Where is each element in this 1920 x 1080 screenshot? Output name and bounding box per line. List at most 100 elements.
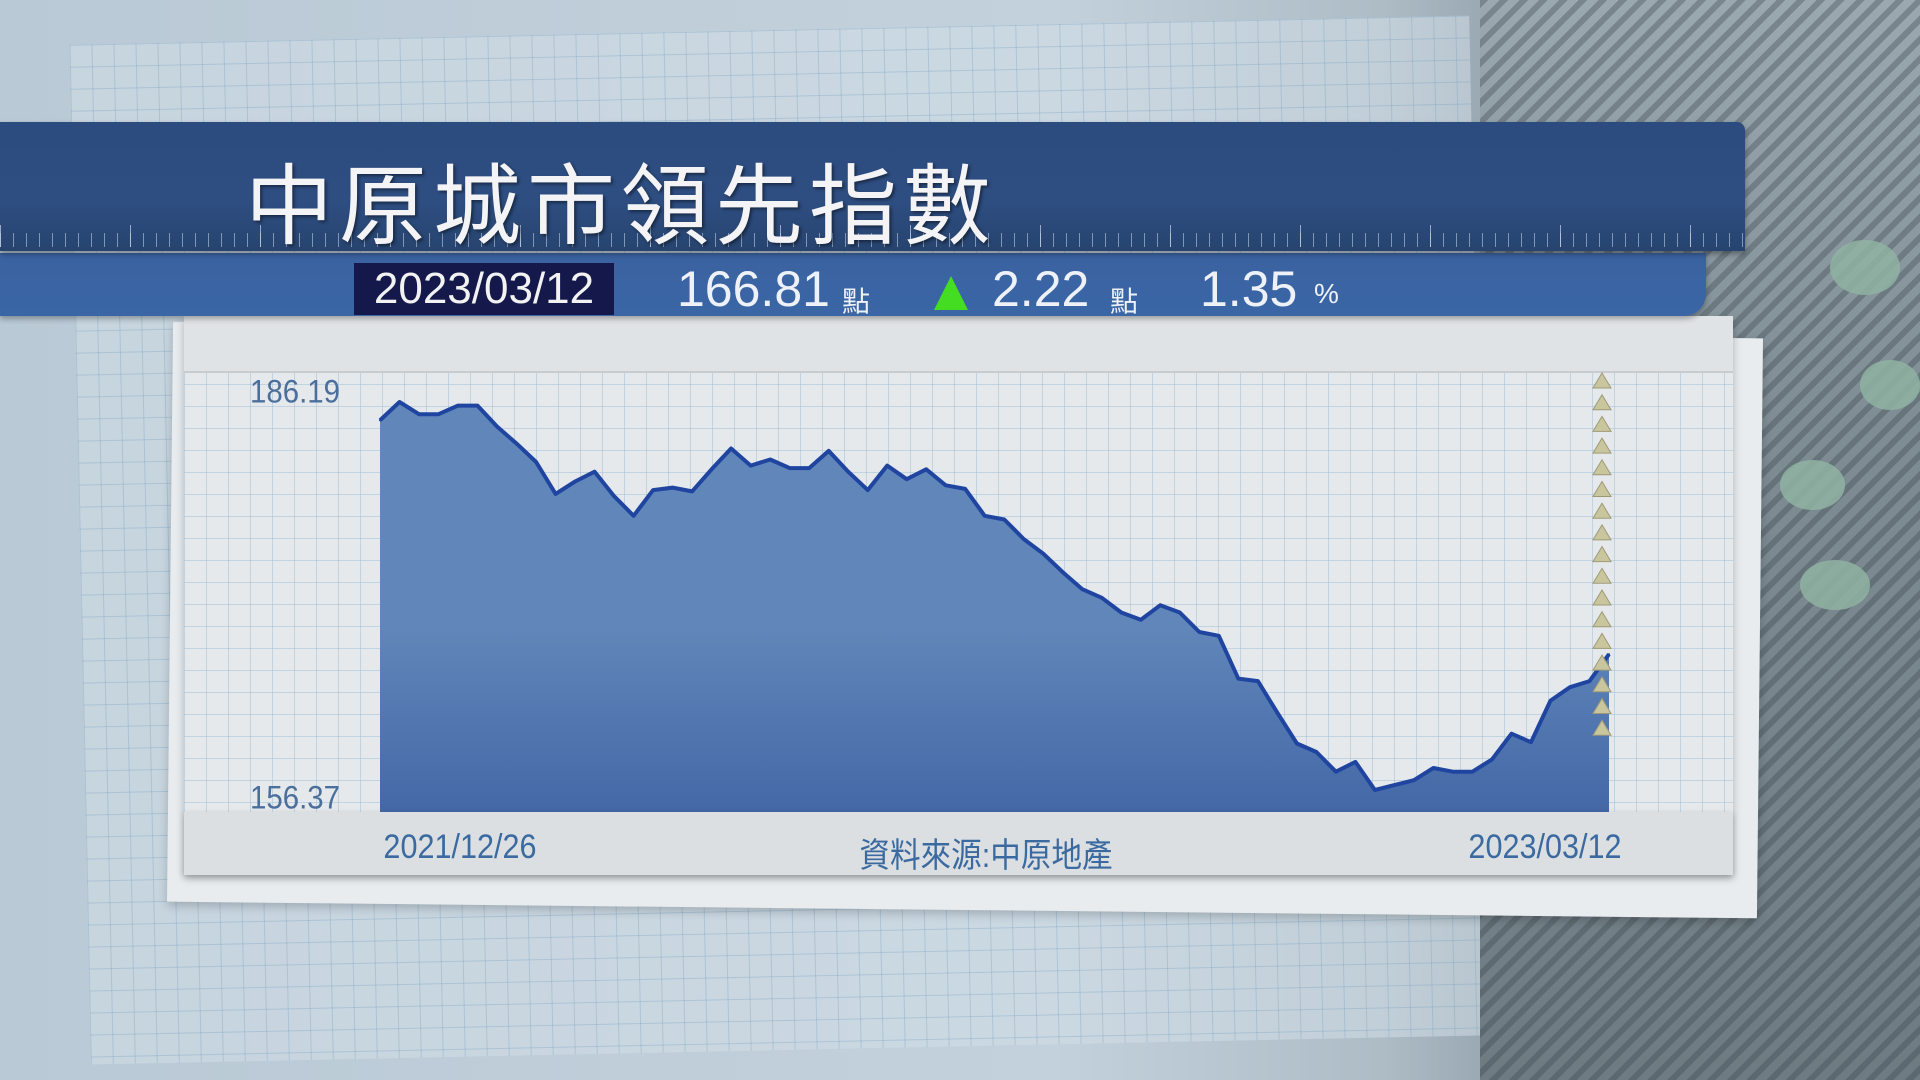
- data-point: [983, 514, 986, 517]
- data-point: [1432, 767, 1435, 770]
- data-point: [1393, 784, 1396, 787]
- data-point: [632, 514, 635, 517]
- data-point: [1217, 634, 1220, 637]
- percent-unit: %: [1314, 278, 1339, 309]
- data-point: [964, 487, 967, 490]
- data-point: [769, 458, 772, 461]
- title-bar: [0, 122, 1745, 251]
- data-point: [1061, 571, 1064, 574]
- data-point: [1100, 596, 1103, 599]
- chart-title: 中原城市領先指數: [245, 157, 998, 256]
- data-point: [1529, 741, 1532, 744]
- data-point: [1237, 677, 1240, 680]
- data-point: [457, 404, 460, 407]
- stats-bar: [0, 253, 1706, 316]
- data-point: [1471, 770, 1474, 773]
- y-axis-max-label: 186.19: [250, 373, 341, 410]
- data-point: [1120, 611, 1123, 614]
- data-point: [788, 467, 791, 470]
- data-point: [1295, 742, 1298, 745]
- marker-triangle-icon: [1592, 372, 1612, 389]
- data-point: [847, 470, 850, 473]
- data-point: [1198, 631, 1201, 634]
- data-point: [1178, 611, 1181, 614]
- data-point: [1139, 618, 1142, 621]
- data-point: [925, 468, 928, 471]
- data-point: [535, 460, 538, 463]
- data-point: [652, 489, 655, 492]
- data-point: [866, 489, 869, 492]
- change-unit: 點: [1110, 286, 1139, 317]
- marker-triangle-icon: [1592, 458, 1612, 476]
- x-axis-start-label: 2021/12/26: [383, 828, 537, 866]
- data-point: [1373, 789, 1376, 791]
- marker-triangle-icon: [1592, 567, 1612, 584]
- data-point: [1081, 588, 1084, 591]
- marker-triangle-icon: [1592, 393, 1612, 411]
- data-point: [593, 470, 596, 473]
- marker-triangle-icon: [1592, 545, 1612, 563]
- marker-triangle-icon: [1592, 589, 1612, 606]
- x-axis-end-label: 2023/03/12: [1468, 828, 1622, 866]
- data-point: [1334, 770, 1337, 773]
- marker-triangle-icon: [1592, 654, 1612, 671]
- data-point: [1159, 604, 1162, 607]
- change-percent: 1.35: [1200, 261, 1298, 317]
- data-point: [944, 484, 947, 487]
- y-axis-min-label: 156.37: [250, 779, 341, 816]
- marker-triangle-icon: [1592, 502, 1612, 519]
- data-point: [886, 464, 889, 467]
- background-tree: [1780, 460, 1845, 510]
- data-point: [1315, 751, 1318, 754]
- data-point: [496, 425, 499, 428]
- marker-triangle-icon: [1592, 719, 1612, 736]
- data-point: [1568, 686, 1571, 689]
- chart-paper-header-strip: [184, 316, 1733, 373]
- data-point: [1354, 760, 1357, 763]
- data-point: [905, 478, 908, 481]
- data-point: [1256, 680, 1259, 683]
- data-point: [554, 492, 557, 495]
- data-point: [691, 490, 694, 493]
- data-point: [671, 486, 674, 489]
- chart-footer: [184, 812, 1733, 875]
- data-point: [710, 468, 713, 471]
- marker-triangle-icon: [1592, 697, 1612, 714]
- marker-triangle-icon: [1592, 480, 1612, 497]
- data-point: [1608, 653, 1610, 656]
- ruler-major-ticks: [0, 225, 1745, 247]
- data-point: [418, 413, 421, 416]
- data-point: [1276, 711, 1279, 714]
- data-point: [1510, 732, 1513, 735]
- data-point: [1042, 552, 1045, 555]
- marker-triangle-icon: [1592, 632, 1612, 649]
- data-point: [1451, 770, 1454, 773]
- index-value: 166.81: [677, 261, 830, 317]
- data-point: [613, 495, 616, 498]
- area-fill: [380, 402, 1609, 812]
- series-line: [378, 400, 1611, 792]
- data-point: [827, 449, 830, 452]
- data-point: [730, 447, 733, 450]
- data-point: [574, 480, 577, 483]
- data-point: [749, 464, 752, 467]
- data-point: [1490, 758, 1493, 761]
- data-point: [476, 404, 479, 407]
- background-tree: [1830, 240, 1900, 295]
- data-point: [398, 401, 401, 403]
- data-point: [1412, 779, 1415, 782]
- source-label: 資料來源:中原地產: [859, 837, 1113, 875]
- up-triangle-icon: [934, 276, 968, 310]
- data-point: [379, 419, 381, 422]
- data-point: [1549, 699, 1552, 702]
- data-point: [515, 442, 518, 445]
- data-point: [1003, 518, 1006, 521]
- marker-triangle-icon: [1592, 415, 1612, 432]
- data-point: [1588, 680, 1591, 683]
- data-point: [1022, 538, 1025, 541]
- index-unit: 點: [842, 286, 871, 317]
- data-point: [437, 413, 440, 416]
- marker-triangle-icon: [1592, 523, 1612, 541]
- marker-triangle-icon: [1592, 610, 1612, 628]
